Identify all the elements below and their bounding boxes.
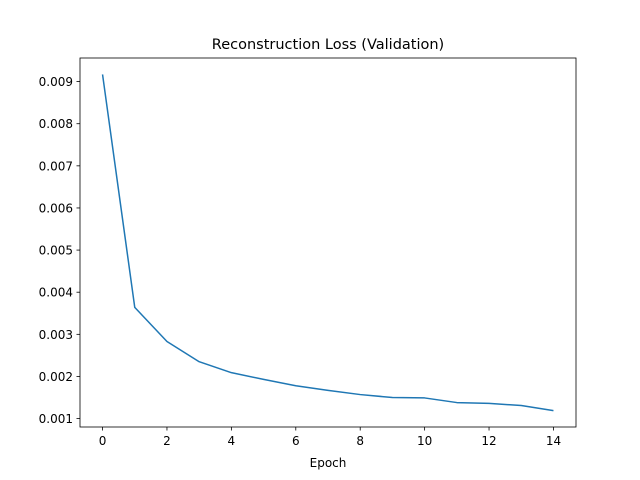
x-tick-label: 14	[546, 434, 561, 448]
y-tick-label: 0.004	[39, 286, 73, 300]
y-tick-label: 0.001	[39, 412, 73, 426]
y-tick-label: 0.006	[39, 201, 73, 215]
y-tick-label: 0.008	[39, 117, 73, 131]
x-axis-label: Epoch	[310, 456, 347, 470]
y-tick-label: 0.003	[39, 328, 73, 342]
x-tick-label: 6	[292, 434, 300, 448]
y-tick-label: 0.007	[39, 159, 73, 173]
x-tick-label: 4	[228, 434, 236, 448]
axes-frame	[79, 57, 577, 428]
x-tick-label: 2	[163, 434, 171, 448]
chart-title: Reconstruction Loss (Validation)	[212, 37, 444, 53]
x-tick-label: 10	[417, 434, 432, 448]
line-series	[101, 74, 554, 412]
y-tick-label: 0.002	[39, 370, 73, 384]
x-tick-label: 12	[481, 434, 496, 448]
y-tick-label: 0.005	[39, 244, 73, 258]
x-tick-label: 8	[356, 434, 364, 448]
x-tick-label: 0	[99, 434, 107, 448]
y-tick-label: 0.009	[39, 75, 73, 89]
